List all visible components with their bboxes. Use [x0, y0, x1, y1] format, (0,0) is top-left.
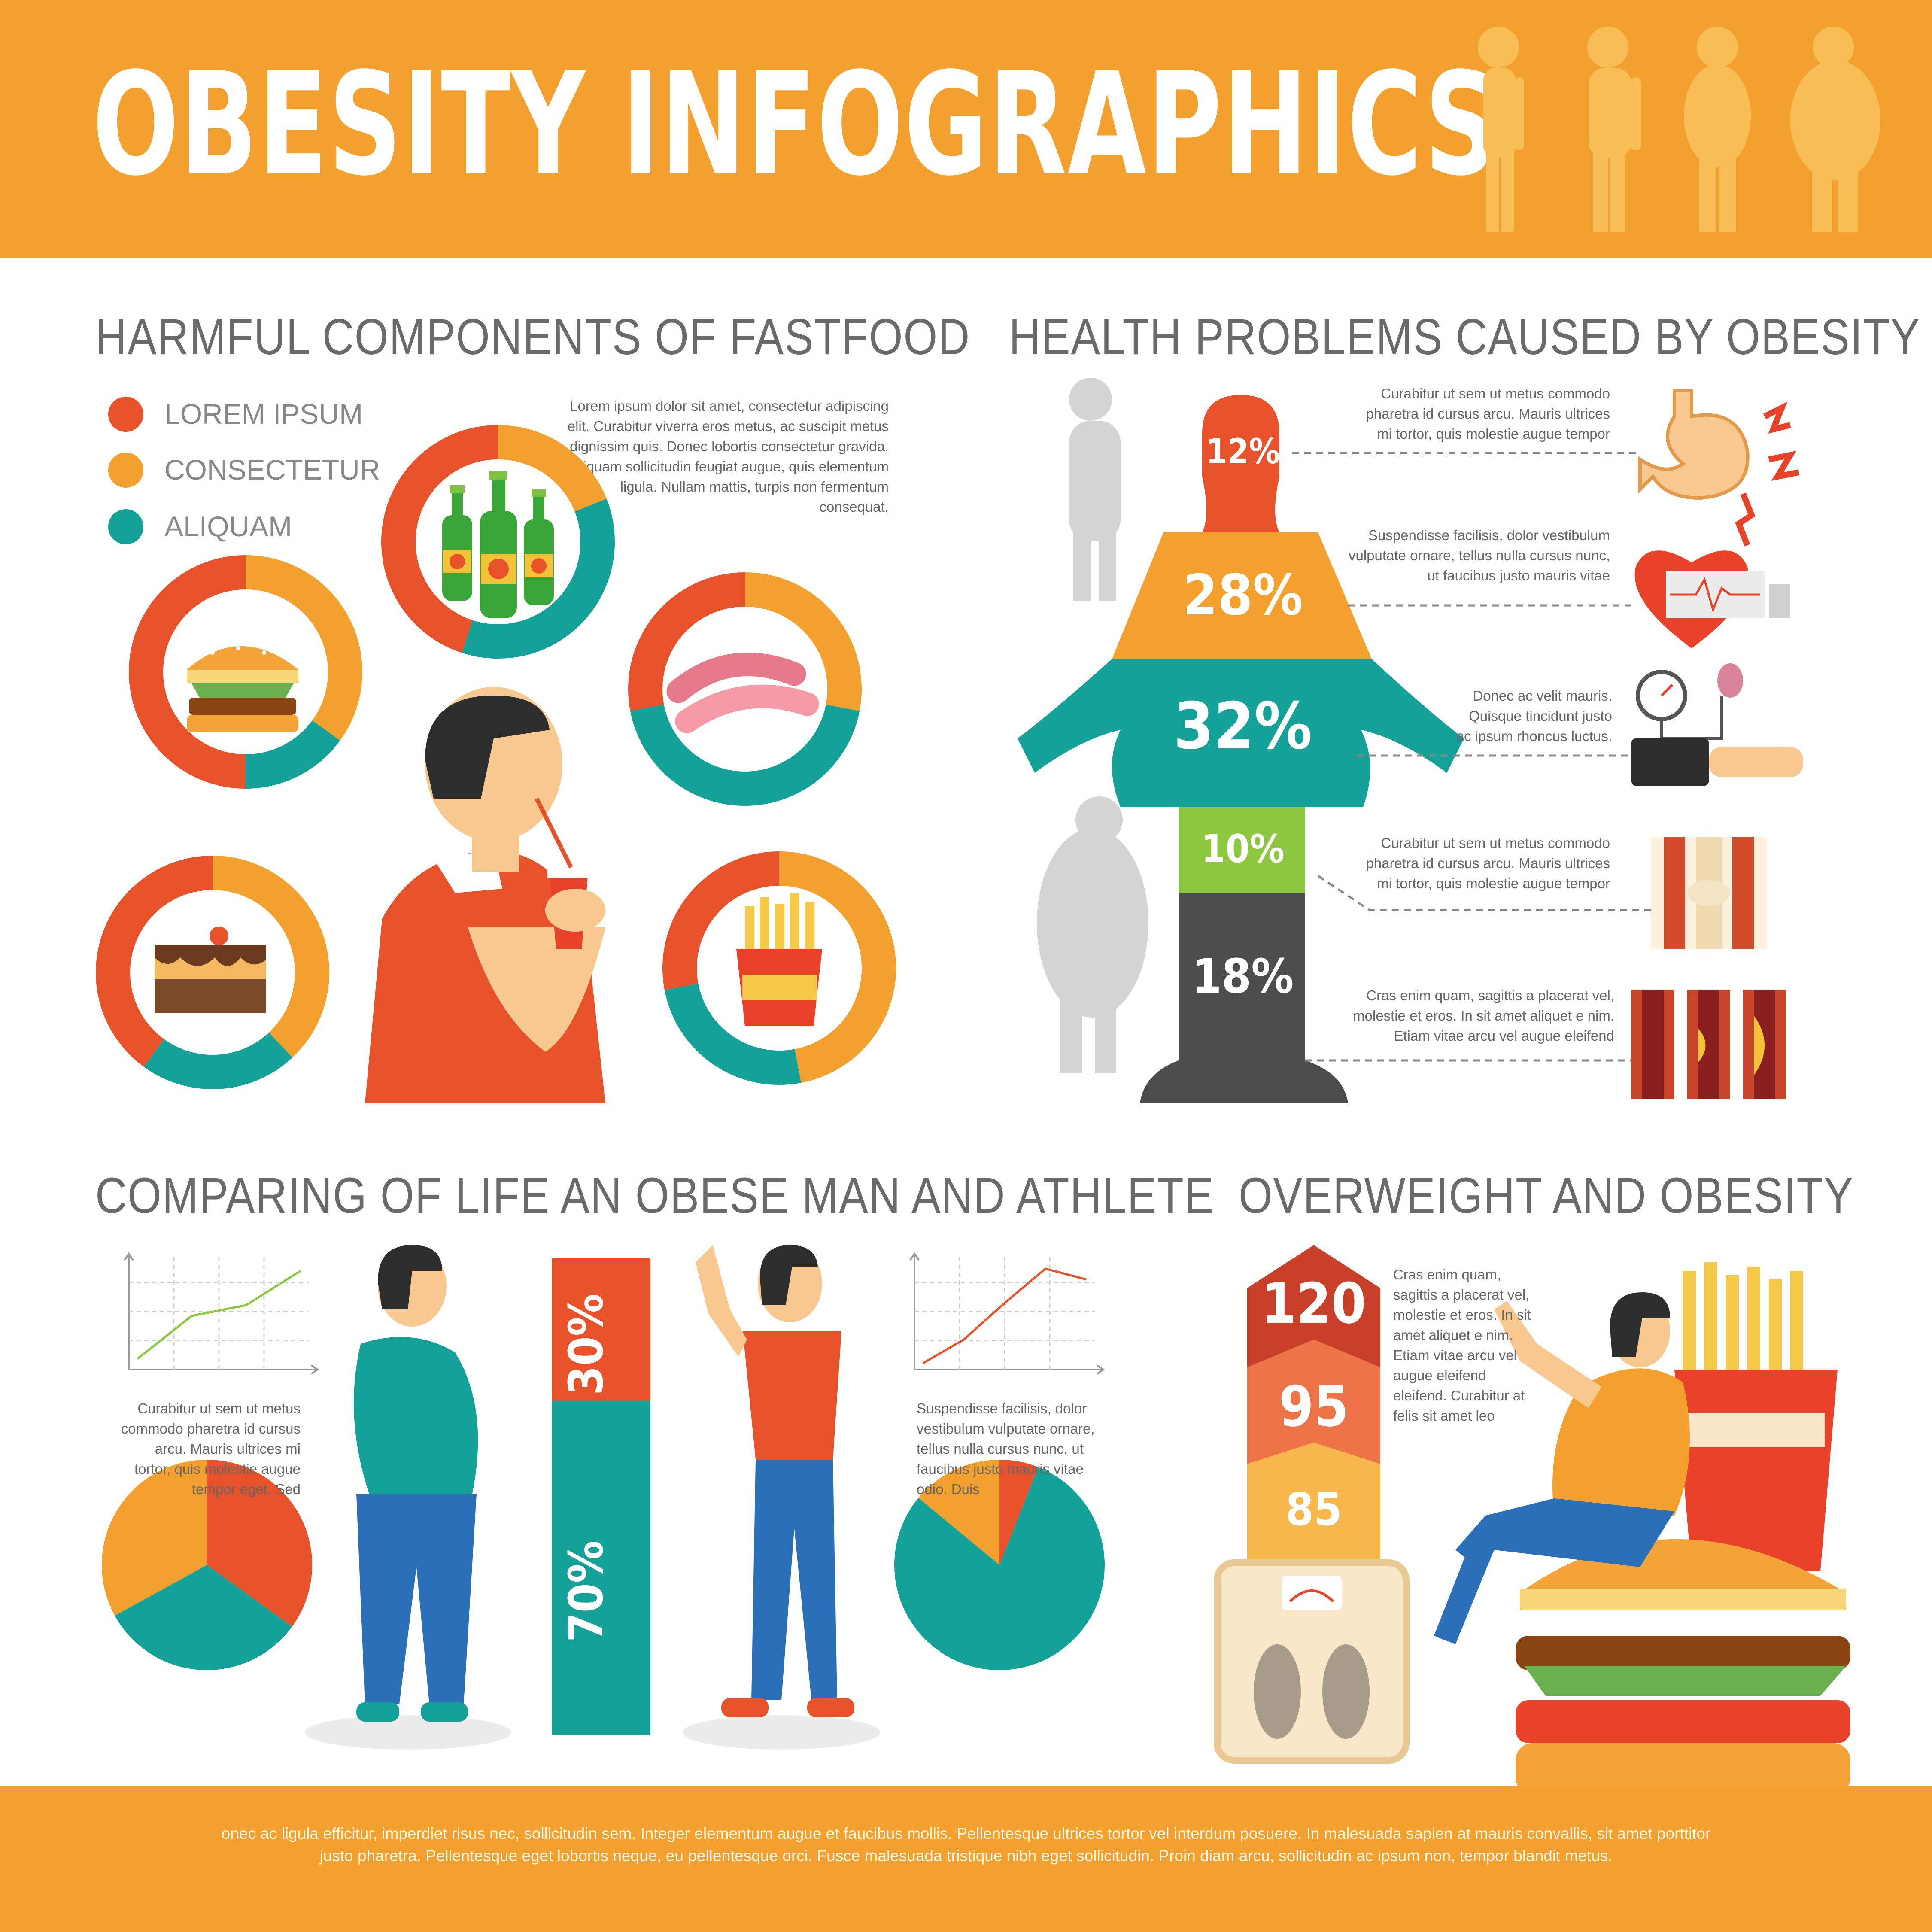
weight-label-95: 95: [1279, 1374, 1349, 1439]
footer-text: onec ac ligula efficitur, imperdiet risu…: [221, 1825, 1711, 1865]
body-segment-legs: [1140, 893, 1348, 1103]
line-chart-athlete: [909, 1252, 1105, 1375]
line-obese-series: [137, 1270, 301, 1360]
line-chart-obese: [124, 1252, 319, 1375]
donut-beer-slice-0: [498, 425, 607, 512]
compare-title: COMPARING OF LIFE AN OBESE MAN AND ATHLE…: [95, 1167, 1214, 1224]
donut-chart-sausage: [628, 572, 862, 806]
donut-cake-slice-0: [213, 856, 330, 1058]
compare-text-right: Suspendisse facilisis, dolor vestibulum …: [917, 1400, 1095, 1497]
pie-chart-athlete: [894, 1460, 1105, 1670]
body-segment-shoulders: [1112, 532, 1372, 659]
donut-fries-slice-1: [664, 983, 801, 1085]
athlete-man-icon: [683, 1245, 880, 1750]
man-sitting-on-burger-icon: [1434, 1262, 1850, 1795]
health-text-5: Cras enim quam, sagittis a placerat vel,…: [1353, 987, 1614, 1044]
sausages-icon: [666, 653, 819, 733]
weight-arrow-0: [1247, 1245, 1380, 1367]
weight-arrow-1: [1247, 1340, 1380, 1464]
health-text-3: Donec ac velit mauris. Quisque tincidunt…: [1456, 688, 1612, 744]
body-stack-chart: [1018, 395, 1464, 1103]
body-pct-shoulders: 28%: [1183, 562, 1303, 628]
blood-pressure-icon: [1631, 663, 1803, 786]
donut-chart-cake: [95, 856, 330, 1090]
footer-band: [0, 1786, 1932, 1932]
compare-text-left: Curabitur ut sem ut metus commodo pharet…: [121, 1400, 301, 1497]
stacked-bar-segment-0: [552, 1258, 650, 1401]
bathroom-scale-icon: [1214, 1559, 1410, 1764]
burger-icon: [187, 646, 298, 732]
stacked-bar-label-bottom: 70%: [559, 1540, 614, 1642]
health-connectors: [1292, 452, 1651, 1062]
health-title: HEALTH PROBLEMS CAUSED BY OBESITY: [1009, 309, 1920, 365]
page-title: OBESITY INFOGRAPHICS: [92, 42, 1499, 207]
legend-label-aliquam: ALIQUAM: [164, 510, 292, 542]
stacked-bar-label-top: 30%: [559, 1294, 614, 1395]
heart-cardiogram-icon: [1634, 550, 1790, 648]
donut-fries-slice-2: [662, 851, 779, 990]
stomach-pain-icon: [1638, 389, 1800, 547]
legend-label-lorem: LOREM IPSUM: [164, 398, 363, 430]
gray-silhouette-slim-icon: [1069, 378, 1121, 601]
donut-sausage-slice-0: [745, 572, 862, 711]
weight-progression-silhouettes-icon: [1478, 27, 1880, 232]
legend-dot-lorem: [108, 397, 143, 432]
donut-beer-slice-2: [381, 425, 498, 653]
body-segment-waist: [1179, 807, 1305, 893]
fries-icon: [736, 893, 822, 1026]
donut-burger-slice-2: [129, 555, 246, 789]
donut-cake-slice-1: [144, 1032, 293, 1090]
pie-athlete-slice-1: [894, 1467, 1105, 1670]
donut-chart-fries: [662, 851, 896, 1085]
fastfood-paragraph: Lorem ipsum dolor sit amet, consectetur …: [567, 398, 889, 515]
weight-label-85: 85: [1285, 1483, 1342, 1536]
pie-obese-slice-1: [115, 1565, 292, 1670]
health-text-2: Suspendisse facilisis, dolor vestibulum …: [1348, 527, 1610, 583]
legend-dot-aliquam: [108, 509, 143, 544]
health-text-4: Curabitur ut sem ut metus commodo pharet…: [1366, 835, 1610, 891]
overweight-title: OVERWEIGHT AND OBESITY: [1239, 1167, 1854, 1224]
body-pct-legs: 18%: [1192, 949, 1294, 1004]
donut-sausage-slice-2: [628, 572, 745, 711]
legend-label-consectetur: CONSECTETUR: [164, 454, 380, 486]
body-segment-head: [1202, 395, 1279, 532]
body-pct-waist: 10%: [1201, 826, 1285, 872]
pie-obese-slice-0: [207, 1460, 312, 1627]
donut-fries-slice-0: [779, 851, 896, 1083]
pie-athlete-slice-2: [918, 1460, 999, 1565]
stacked-bar-chart: [552, 1258, 650, 1735]
beer-bottles-icon: [442, 471, 554, 618]
pie-athlete-slice-0: [999, 1460, 1039, 1565]
joint-pain-icon: [1651, 837, 1767, 949]
donut-chart-beer: [381, 425, 615, 659]
man-drinking-soda-icon: [365, 687, 605, 1103]
stacked-bar-segment-1: [552, 1401, 650, 1735]
donut-burger-slice-0: [246, 555, 362, 741]
cake-icon: [155, 927, 266, 1013]
weight-label-120: 120: [1261, 1271, 1367, 1336]
body-pct-head: 12%: [1206, 431, 1280, 471]
weight-arrow-chart: [1247, 1245, 1380, 1563]
health-text-1: Curabitur ut sem ut metus commodo pharet…: [1366, 386, 1610, 442]
donut-cake-slice-2: [95, 856, 213, 1067]
overweight-text: Cras enim quam, sagittis a placerat vel,…: [1393, 1267, 1531, 1424]
obese-man-icon: [305, 1245, 511, 1750]
gray-silhouette-fat-icon: [1037, 796, 1148, 1073]
pie-obese-slice-2: [102, 1460, 207, 1616]
body-pct-torso: 32%: [1173, 689, 1312, 764]
donut-sausage-slice-1: [630, 704, 860, 806]
pie-chart-obese: [102, 1460, 312, 1670]
legend-dot-consectetur: [108, 453, 143, 488]
body-segment-torso: [1018, 659, 1464, 807]
line-athlete-axes: [914, 1254, 1103, 1370]
weight-arrow-2: [1247, 1443, 1380, 1563]
artery-plaque-icon: [1631, 990, 1786, 1099]
donut-beer-slice-1: [462, 498, 615, 659]
fastfood-title: HARMFUL COMPONENTS OF FASTFOOD: [95, 309, 971, 365]
donut-chart-burger: [129, 555, 362, 789]
donut-burger-slice-1: [246, 720, 340, 789]
line-obese-axes: [128, 1254, 318, 1370]
line-athlete-series: [922, 1267, 1087, 1364]
